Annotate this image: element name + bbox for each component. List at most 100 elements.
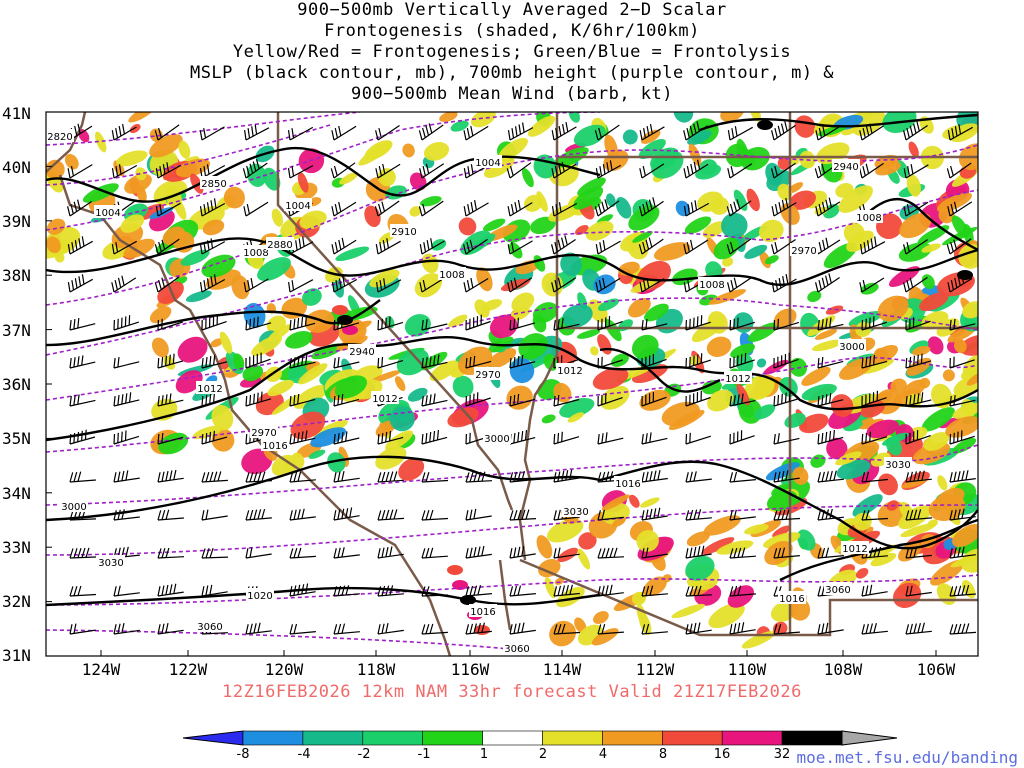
frontogenesis-cell (921, 274, 935, 290)
height-label: 3030 (884, 457, 912, 471)
frontogenesis-cell (707, 389, 734, 412)
frontogenesis-cell (601, 494, 630, 511)
wind-barb (154, 238, 180, 255)
frontogenesis-cell (120, 214, 145, 233)
frontogenesis-cell (95, 131, 107, 153)
height-label: 2940 (832, 159, 860, 173)
lon-label-122w: 122W (168, 660, 208, 679)
frontogenesis-cell (375, 446, 407, 470)
wind-barb (817, 393, 844, 407)
frontogenesis-cell (162, 226, 186, 246)
frontogenesis-cell (578, 532, 597, 550)
wind-barb (683, 159, 709, 179)
wind-barb (726, 199, 752, 217)
wind-barb (597, 316, 623, 331)
wind-barb (553, 394, 580, 407)
wind-barb (421, 354, 448, 369)
wind-barb (69, 471, 96, 483)
wind-barb (905, 585, 932, 597)
frontogenesis-cell (129, 124, 141, 134)
lon-label-106w: 106W (916, 660, 956, 679)
wind-barb (949, 395, 976, 407)
wind-barb (597, 584, 624, 597)
frontogenesis-cell (839, 358, 873, 380)
frontogenesis-cell (801, 383, 837, 401)
mslp-label: 1004 (284, 198, 312, 212)
frontogenesis-cell (242, 364, 264, 382)
frontogenesis-cell (754, 404, 776, 420)
frontogenesis-cell (568, 112, 580, 123)
wind-barb (553, 431, 580, 445)
lat-label-31n: 31N (2, 646, 31, 665)
frontogenesis-cell (271, 208, 284, 227)
frontogenesis-cell (939, 417, 961, 429)
frontogenesis-cell (447, 407, 479, 428)
wind-barb (597, 393, 623, 407)
frontogenesis-cell (740, 146, 770, 171)
wind-barb (553, 584, 580, 597)
wind-barb (553, 469, 580, 483)
lon-label-112w: 112W (635, 660, 675, 679)
frontogenesis-cell (811, 339, 844, 352)
height-label: 2910 (390, 224, 418, 238)
svg-text:3000: 3000 (61, 502, 86, 513)
frontogenesis-cell (498, 137, 528, 161)
frontogenesis-cell (779, 377, 798, 397)
wind-barb (729, 352, 755, 369)
height-contour (46, 356, 978, 453)
wind-barb (817, 470, 844, 483)
wind-barb (641, 353, 667, 369)
frontogenesis-cell (640, 497, 660, 508)
frontogenesis-cell (299, 210, 327, 230)
wind-barb (111, 275, 137, 293)
credit-url[interactable]: moe.met.fsu.edu/banding (796, 748, 1018, 767)
wind-barb (905, 622, 932, 635)
wind-barb (509, 546, 536, 559)
wind-barb (729, 585, 756, 597)
colorbar-swatch (482, 730, 543, 746)
state-borders (46, 112, 978, 656)
wind-barb (157, 393, 184, 407)
wind-barb (861, 471, 888, 483)
mslp-label: 1012 (556, 363, 584, 377)
lat-label-33n: 33N (2, 538, 31, 557)
frontogenesis-cell (906, 174, 921, 197)
frontogenesis-cell (251, 335, 283, 356)
frontogenesis-cell (553, 382, 572, 403)
wind-barbs (67, 121, 977, 635)
frontogenesis-cell (631, 364, 668, 384)
frontogenesis-cell (302, 288, 322, 306)
mslp-label: 1016 (469, 604, 497, 618)
colorbar-swatch (422, 730, 483, 746)
frontogenesis-cell (966, 370, 978, 386)
frontogenesis-cell (605, 193, 616, 207)
height-label: 2970 (790, 243, 818, 257)
wind-barb (773, 509, 801, 521)
wind-barb (201, 548, 229, 559)
wind-barb (509, 355, 536, 369)
wind-barb (245, 508, 272, 521)
svg-text:2970: 2970 (791, 246, 816, 257)
wind-barb (463, 125, 489, 141)
height-label: 2940 (348, 344, 376, 358)
frontogenesis-cell (577, 177, 606, 196)
wind-barb (861, 431, 888, 445)
frontogenesis-cell (942, 369, 955, 382)
wind-barb (289, 583, 316, 597)
wind-barb (289, 471, 316, 483)
wind-barb (949, 356, 975, 369)
frontogenesis-cell (796, 529, 816, 551)
frontogenesis-cell (899, 501, 914, 520)
frontogenesis-cell (458, 217, 477, 236)
frontogenesis-cell (807, 315, 836, 337)
mslp-label: 1012 (841, 541, 869, 555)
wind-barb (245, 352, 271, 369)
wind-barb (333, 547, 360, 559)
frontogenesis-cell (927, 336, 944, 355)
frontogenesis-cell (527, 115, 556, 137)
frontogenesis-cell (562, 304, 593, 328)
frontogenesis-cell (177, 336, 208, 363)
frontogenesis-cell (838, 185, 873, 213)
frontogenesis-cell (917, 225, 950, 245)
frontogenesis-cell (474, 299, 490, 318)
